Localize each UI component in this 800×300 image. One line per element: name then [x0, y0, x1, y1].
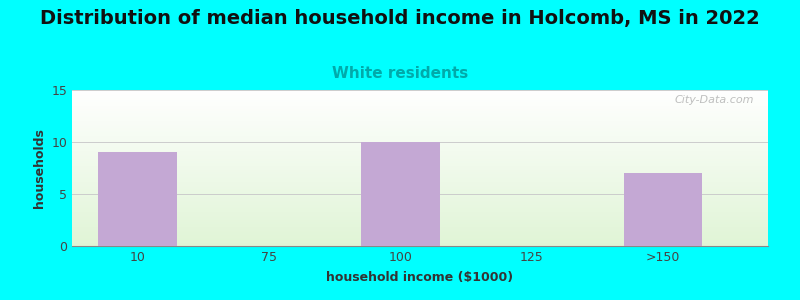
Bar — [623, 173, 702, 246]
Bar — [98, 152, 177, 246]
Y-axis label: households: households — [33, 128, 46, 208]
Text: Distribution of median household income in Holcomb, MS in 2022: Distribution of median household income … — [40, 9, 760, 28]
Text: City-Data.com: City-Data.com — [674, 95, 754, 105]
Bar — [361, 142, 440, 246]
Text: White residents: White residents — [332, 66, 468, 81]
X-axis label: household income ($1000): household income ($1000) — [326, 271, 514, 284]
